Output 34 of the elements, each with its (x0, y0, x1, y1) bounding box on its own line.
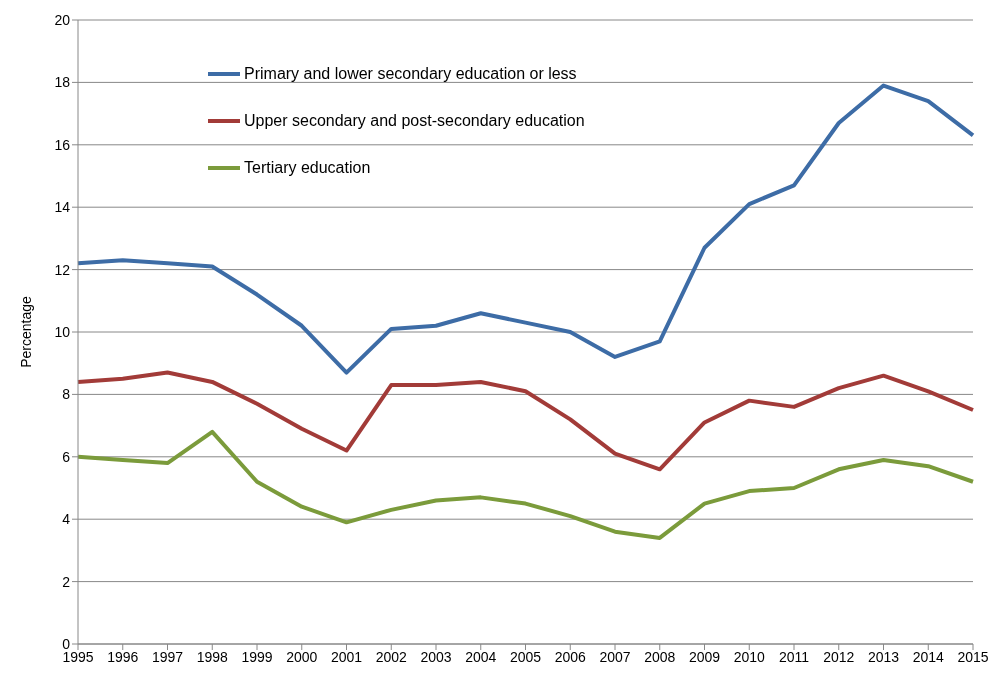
y-tick-label: 4 (62, 511, 71, 528)
legend-label: Upper secondary and post-secondary education (244, 111, 585, 130)
x-tick-label: 2011 (778, 648, 810, 665)
x-tick-label: 2014 (912, 648, 945, 665)
legend-label: Tertiary education (244, 158, 371, 177)
x-tick-label: 2003 (420, 648, 452, 665)
y-tick-label: 18 (54, 74, 71, 91)
x-tick-label: 1997 (151, 648, 184, 665)
y-tick-label: 6 (62, 448, 71, 465)
x-tick-label: 2006 (554, 648, 587, 665)
x-tick-label: 2001 (330, 648, 363, 665)
x-tick-label: 2012 (823, 648, 855, 665)
x-tick-label: 2015 (957, 648, 989, 665)
y-tick-label: 20 (54, 11, 71, 28)
y-tick-label: 16 (54, 136, 71, 153)
x-tick-label: 2007 (599, 648, 631, 665)
x-tick-label: 2010 (733, 648, 766, 665)
legend-label: Primary and lower secondary education or less (244, 64, 577, 83)
x-tick-label: 2008 (644, 648, 676, 665)
y-axis-title: Percentage (17, 295, 34, 368)
y-tick-label: 14 (54, 199, 71, 216)
x-tick-label: 1996 (107, 648, 139, 665)
x-tick-label: 2005 (509, 648, 542, 665)
y-tick-label: 8 (62, 386, 71, 403)
x-tick-label: 2004 (465, 648, 497, 665)
y-tick-label: 2 (62, 573, 71, 590)
x-tick-label: 2002 (375, 648, 408, 665)
x-tick-label: 1998 (196, 648, 229, 665)
y-tick-label: 12 (54, 261, 71, 278)
x-tick-label: 1999 (241, 648, 273, 665)
y-tick-label: 10 (54, 323, 71, 340)
x-tick-label: 2013 (867, 648, 900, 665)
x-tick-label: 2000 (286, 648, 318, 665)
x-tick-label: 2009 (688, 648, 721, 665)
